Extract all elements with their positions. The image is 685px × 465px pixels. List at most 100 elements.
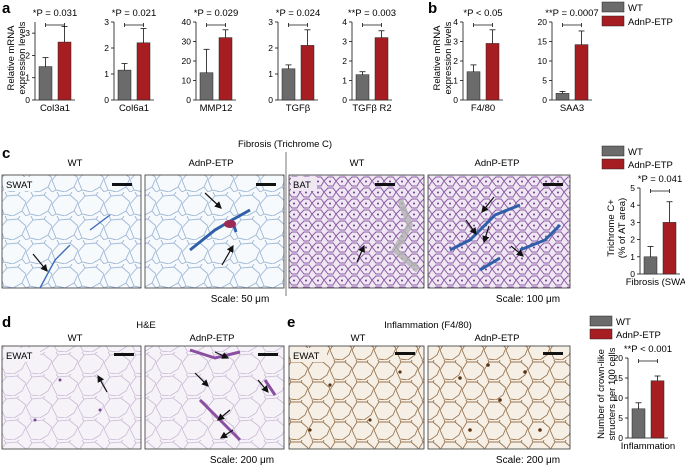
scale-bar xyxy=(256,183,276,186)
panel-c-title: Fibrosis (Trichrome C) xyxy=(238,139,332,150)
panel-c-wt-label-2: WT xyxy=(350,158,365,169)
y-tick-label: 10 xyxy=(182,76,192,86)
legend-c-wt-swatch xyxy=(601,145,625,157)
category-label: Inflammation xyxy=(621,441,675,452)
y-tick-label: 0 xyxy=(618,433,623,443)
chart-a-mmp12: 0 10 20 30 40*P = 0.029 MMP12 xyxy=(182,8,239,114)
panel-c-chart-ylabel-line1: Trichrome C+ xyxy=(606,199,617,257)
bar-adnp xyxy=(136,42,151,101)
legend-top: WT AdnP-ETP xyxy=(601,1,673,28)
y-tick-label: 5 xyxy=(618,413,623,423)
arrow-icon xyxy=(465,219,477,235)
y-tick-label: 10 xyxy=(538,56,548,66)
p-value-label: **P = 0.0007 xyxy=(545,8,598,19)
chart-b-saa3: 0 5 10 15 20**P = 0.0007 SAA3 xyxy=(538,8,599,114)
arrow-icon xyxy=(97,374,108,393)
y-tick-label: 2 xyxy=(342,56,347,66)
y-tick-label: 2 xyxy=(268,43,273,53)
panel-c-wt-label-1: WT xyxy=(68,158,83,169)
p-value-label: *P = 0.021 xyxy=(112,8,156,19)
y-tick-label: 1 xyxy=(25,73,30,83)
micrograph-c-swat-adnp xyxy=(144,174,285,289)
y-tick-label: 0 xyxy=(104,95,109,105)
y-tick-label: 2 xyxy=(104,43,109,53)
scale-bar xyxy=(543,183,563,186)
y-tick-label: 3 xyxy=(25,28,30,38)
depot-label-bat: BAT xyxy=(293,180,311,191)
bar-wt xyxy=(643,256,658,275)
panel-d-wt-label: WT xyxy=(68,333,83,344)
arrow-icon xyxy=(214,351,230,359)
scale-bar xyxy=(258,353,278,356)
chart-a-col3a1: 0 1 2 3*P = 0.031 Col3a1 xyxy=(25,8,77,114)
category-label: Fibrosis (SWAT) xyxy=(626,277,685,288)
y-tick-label: 3 xyxy=(630,217,635,227)
p-value-label: **P < 0.001 xyxy=(624,344,672,355)
depot-label-ewat-d: EWAT xyxy=(6,351,33,362)
y-tick-label: 3 xyxy=(104,17,109,27)
panel-c-chart-ylabel: Trichrome C+ (% of AT area) xyxy=(606,198,628,258)
legend-c: WT AdnP-ETP xyxy=(601,145,673,171)
panel-c-adnp-label-1: AdnP-ETP xyxy=(189,158,234,169)
y-tick-label: 20 xyxy=(538,17,548,27)
arrow-icon xyxy=(217,409,231,421)
legend-e-wt-swatch xyxy=(589,315,613,327)
bar-wt xyxy=(281,68,296,101)
legend-c-adnp-label: AdnP-ETP xyxy=(628,160,673,171)
category-label: TGFβ xyxy=(286,103,311,114)
y-tick-label: 1 xyxy=(342,76,347,86)
y-tick-label: 30 xyxy=(182,37,192,47)
bar-adnp xyxy=(650,380,665,439)
panel-c-scale-2: Scale: 100 μm xyxy=(496,294,560,305)
arrow-icon xyxy=(220,429,234,439)
arrow-icon xyxy=(204,192,222,209)
micrograph-c-bat-wt: BAT xyxy=(288,174,425,289)
legend-e: WT AdnP-ETP xyxy=(589,315,661,341)
arrow-icon xyxy=(510,245,524,257)
p-value-label: *P = 0.041 xyxy=(638,174,682,185)
y-tick-label: 3 xyxy=(268,17,273,27)
y-tick-label: 2 xyxy=(25,50,30,60)
micrograph-c-swat-wt: SWAT xyxy=(1,174,142,289)
chart-a-col6a1: 0 1 2 3*P = 0.021 Col6a1 xyxy=(104,8,156,114)
y-tick-label: 1 xyxy=(104,69,109,79)
scale-bar xyxy=(114,353,134,356)
y-tick-label: 0 xyxy=(186,95,191,105)
legend-c-wt-label: WT xyxy=(628,147,643,158)
panel-e-chart-ylabel: Number of crown-like structers per 100 c… xyxy=(596,347,618,440)
category-label: SAA3 xyxy=(560,103,584,114)
y-tick-label: 15 xyxy=(614,373,624,383)
panel-c-adnp-label-2: AdnP-ETP xyxy=(475,158,520,169)
arrow-icon xyxy=(194,372,209,387)
y-tick-label: 5 xyxy=(542,76,547,86)
bar-adnp xyxy=(374,37,389,101)
y-tick-label: 4 xyxy=(342,17,347,27)
depot-label-swat: SWAT xyxy=(6,180,33,191)
legend-c-adnp-swatch xyxy=(601,158,625,170)
panel-label-b: b xyxy=(428,0,437,17)
y-tick-label: 3 xyxy=(342,37,347,47)
micrograph-e-adnp xyxy=(427,345,571,450)
panel-d-scale: Scale: 200 μm xyxy=(210,455,274,465)
legend-e-wt-label: WT xyxy=(616,317,631,328)
p-value-label: *P = 0.024 xyxy=(276,8,320,19)
panel-a-ylabel-line2: expression levels xyxy=(17,21,28,94)
y-tick-label: 0 xyxy=(630,269,635,279)
category-label: Col6a1 xyxy=(119,103,149,114)
chart-a-tgfbr2: 0 1 2 3 4**P = 0.003 TGFβ R2 xyxy=(342,8,396,114)
panel-label-e: e xyxy=(287,314,295,331)
y-tick-label: 0 xyxy=(453,95,458,105)
scale-bar xyxy=(395,352,415,355)
bar-adnp xyxy=(485,43,500,101)
bar-wt xyxy=(631,408,646,439)
y-tick-label: 15 xyxy=(538,37,548,47)
legend-e-adnp-label: AdnP-ETP xyxy=(616,330,661,341)
y-tick-label: 0 xyxy=(342,95,347,105)
y-tick-label: 20 xyxy=(614,353,624,363)
bar-wt xyxy=(555,93,570,101)
legend-top-adnp-swatch xyxy=(601,15,625,27)
chart-e-inflammation: 0 5 10 15 20**P < 0.001 Inflammation xyxy=(614,344,676,452)
legend-top-wt-label: WT xyxy=(628,3,643,14)
